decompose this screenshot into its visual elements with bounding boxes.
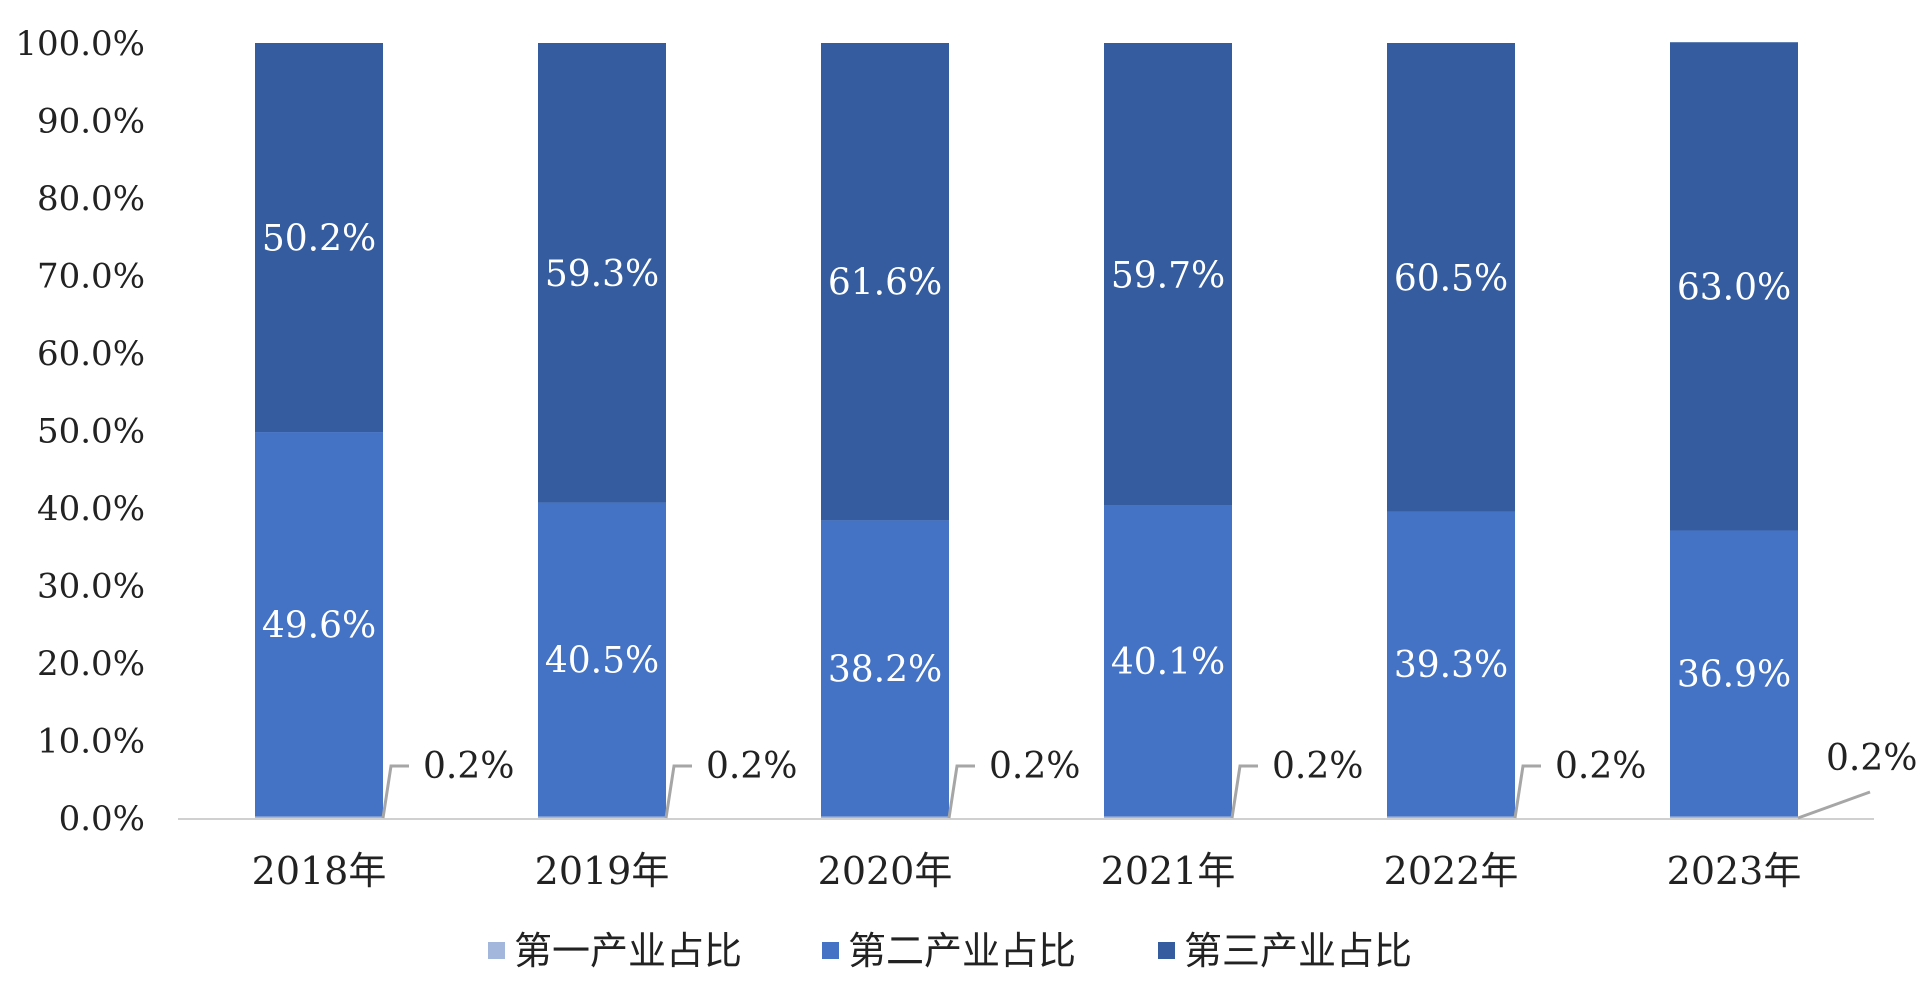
data-label: 0.2% [1826,738,1917,779]
data-label: 59.7% [1111,255,1225,296]
bar-segment-1 [538,816,666,818]
bar-segment-2 [821,520,949,817]
y-tick-label: 30.0% [37,567,145,607]
data-label: 0.2% [706,746,797,787]
x-tick-label: 2021年 [1101,849,1236,893]
bar-segment-1 [821,816,949,818]
bar-segment-2 [1104,505,1232,817]
bar-segment-2 [1387,511,1515,817]
bar-segment-1 [255,816,383,818]
bar-segment-1 [1670,816,1798,818]
y-tick-label: 100.0% [15,24,145,64]
y-tick-label: 50.0% [37,412,145,452]
y-tick-label: 10.0% [37,722,145,762]
y-tick-label: 90.0% [37,102,145,142]
x-tick-label: 2018年 [252,849,387,893]
bar-segment-3 [255,43,383,433]
bar-segment-3 [821,43,949,521]
x-tick-label: 2019年 [535,849,670,893]
y-tick-label: 0.0% [59,799,145,839]
x-tick-label: 2022年 [1384,849,1519,893]
data-label: 61.6% [828,263,942,304]
legend-swatch [1158,942,1175,959]
leader-line [381,764,409,819]
data-labels: 0.2% 49.6% 50.2% 0.2% 40.5% 59.3% 0.2% 38.2% 61.… [262,219,1917,820]
legend: 第一产业占比 第二产业占比 第三产业占比 [488,929,1412,973]
leader-line [1513,764,1541,819]
data-label: 50.2% [262,219,376,260]
bar-segment-2 [538,502,666,817]
legend-swatch [822,942,839,959]
leader-line [664,764,692,819]
bar-segment-3 [1670,42,1798,531]
data-label: 60.5% [1394,258,1508,299]
data-label: 0.2% [1555,746,1646,787]
legend-swatch [488,942,505,959]
y-tick-label: 20.0% [37,644,145,684]
data-label: 36.9% [1677,654,1791,695]
bar-segment-3 [538,43,666,503]
data-label: 39.3% [1394,645,1508,686]
bar-segment-1 [1387,816,1515,818]
data-label: 59.3% [545,254,659,295]
legend-label: 第二产业占比 [848,929,1076,973]
y-tick-label: 60.0% [37,334,145,374]
data-label: 63.0% [1677,267,1791,308]
y-tick-label: 80.0% [37,179,145,219]
x-axis-ticks: 2018年 2019年 2020年 2021年 2022年 2023年 [252,849,1802,893]
data-label: 40.1% [1111,642,1225,683]
data-label: 0.2% [423,746,514,787]
y-axis-ticks: 0.0% 10.0% 20.0% 30.0% 40.0% 50.0% 60.0% 70.0% 8… [15,24,145,839]
bar-segment-3 [1387,43,1515,512]
legend-label: 第三产业占比 [1184,929,1412,973]
data-label: 0.2% [989,746,1080,787]
data-label: 40.5% [545,641,659,682]
legend-label: 第一产业占比 [514,929,742,973]
y-tick-label: 40.0% [37,489,145,529]
leader-line [1230,764,1258,819]
bar-segment-1 [1104,816,1232,818]
leader-line [1797,790,1871,820]
y-tick-label: 70.0% [37,257,145,297]
data-label: 0.2% [1272,746,1363,787]
data-label: 49.6% [262,605,376,646]
x-tick-label: 2020年 [818,849,953,893]
data-label: 38.2% [828,649,942,690]
bars [255,42,1798,818]
bar-segment-2 [1670,530,1798,817]
bar-segment-3 [1104,43,1232,506]
leader-line [947,764,975,819]
bar-segment-2 [255,432,383,817]
x-tick-label: 2023年 [1667,849,1802,893]
